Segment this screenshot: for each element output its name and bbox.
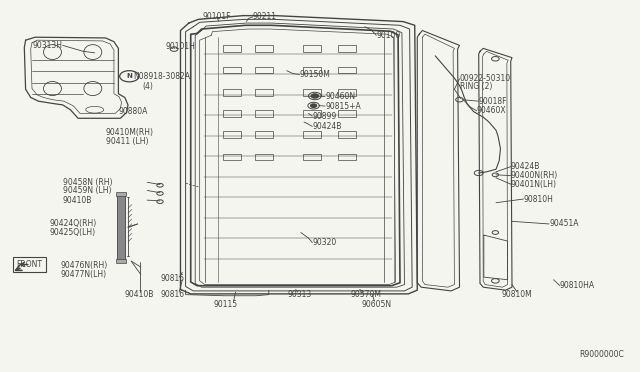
Bar bbox=[303, 154, 321, 160]
Text: 90400N(RH): 90400N(RH) bbox=[511, 171, 558, 180]
Bar bbox=[303, 67, 321, 73]
Text: FRONT: FRONT bbox=[16, 260, 42, 269]
Text: (4): (4) bbox=[142, 82, 153, 91]
Bar bbox=[223, 110, 241, 117]
Bar bbox=[303, 89, 321, 96]
Bar bbox=[255, 89, 273, 96]
Circle shape bbox=[310, 104, 317, 108]
Bar bbox=[338, 154, 356, 160]
Text: 90424B: 90424B bbox=[312, 122, 342, 131]
Text: 90458N (RH): 90458N (RH) bbox=[63, 178, 112, 187]
Text: 90100: 90100 bbox=[376, 31, 401, 40]
Text: 90410B: 90410B bbox=[63, 196, 92, 205]
Text: 90150M: 90150M bbox=[300, 70, 330, 79]
Text: N08918-3082A: N08918-3082A bbox=[133, 72, 190, 81]
Circle shape bbox=[311, 94, 319, 98]
Text: 90320: 90320 bbox=[312, 238, 337, 247]
Bar bbox=[223, 131, 241, 138]
Text: 90810M: 90810M bbox=[502, 290, 532, 299]
Bar bbox=[255, 67, 273, 73]
Text: 90211: 90211 bbox=[253, 12, 277, 21]
Text: 90816: 90816 bbox=[161, 290, 185, 299]
Text: 90810HA: 90810HA bbox=[560, 281, 595, 290]
Bar bbox=[116, 192, 126, 196]
Text: 90476N(RH): 90476N(RH) bbox=[61, 262, 108, 270]
Bar bbox=[303, 45, 321, 52]
Text: 90411 (LH): 90411 (LH) bbox=[106, 137, 148, 146]
Text: 90815+A: 90815+A bbox=[325, 102, 361, 110]
Text: R9000000C: R9000000C bbox=[579, 350, 624, 359]
Bar bbox=[223, 154, 241, 160]
Text: 90115: 90115 bbox=[213, 300, 237, 309]
Bar bbox=[255, 110, 273, 117]
Bar bbox=[223, 67, 241, 73]
Text: 90460N: 90460N bbox=[325, 92, 355, 101]
Bar bbox=[338, 67, 356, 73]
Text: 90018F: 90018F bbox=[479, 97, 508, 106]
Text: 90410B: 90410B bbox=[125, 290, 154, 299]
Text: 90313H: 90313H bbox=[33, 41, 63, 50]
Text: 90101F: 90101F bbox=[202, 12, 230, 21]
Bar bbox=[117, 195, 125, 261]
Bar bbox=[338, 131, 356, 138]
Text: 90424Q(RH): 90424Q(RH) bbox=[50, 219, 97, 228]
Text: 90425Q(LH): 90425Q(LH) bbox=[50, 228, 96, 237]
Text: 00922-50310: 00922-50310 bbox=[460, 74, 511, 83]
Text: 90460X: 90460X bbox=[477, 106, 506, 115]
Bar bbox=[338, 110, 356, 117]
Bar bbox=[255, 154, 273, 160]
Bar bbox=[116, 259, 126, 263]
Bar bbox=[255, 45, 273, 52]
Text: 90570M: 90570M bbox=[351, 290, 381, 299]
Bar bbox=[303, 131, 321, 138]
Text: 90815: 90815 bbox=[161, 274, 185, 283]
Bar bbox=[13, 257, 46, 272]
Text: 90401N(LH): 90401N(LH) bbox=[511, 180, 557, 189]
Bar bbox=[338, 45, 356, 52]
Text: 90880A: 90880A bbox=[118, 107, 148, 116]
Text: 90810H: 90810H bbox=[524, 195, 554, 203]
Text: 90451A: 90451A bbox=[549, 219, 579, 228]
Bar bbox=[223, 45, 241, 52]
Text: 90459N (LH): 90459N (LH) bbox=[63, 186, 111, 195]
Text: RING (2): RING (2) bbox=[460, 82, 492, 91]
Text: 90101H: 90101H bbox=[165, 42, 195, 51]
Bar bbox=[338, 89, 356, 96]
Text: 90424B: 90424B bbox=[511, 162, 540, 171]
Text: 90477N(LH): 90477N(LH) bbox=[61, 270, 107, 279]
Bar bbox=[255, 131, 273, 138]
Text: 90899: 90899 bbox=[312, 112, 337, 121]
Text: 90313: 90313 bbox=[287, 290, 312, 299]
Text: 90605N: 90605N bbox=[361, 300, 392, 309]
Text: 90410M(RH): 90410M(RH) bbox=[106, 128, 154, 137]
Text: N: N bbox=[126, 73, 132, 79]
Bar bbox=[303, 110, 321, 117]
Bar bbox=[223, 89, 241, 96]
